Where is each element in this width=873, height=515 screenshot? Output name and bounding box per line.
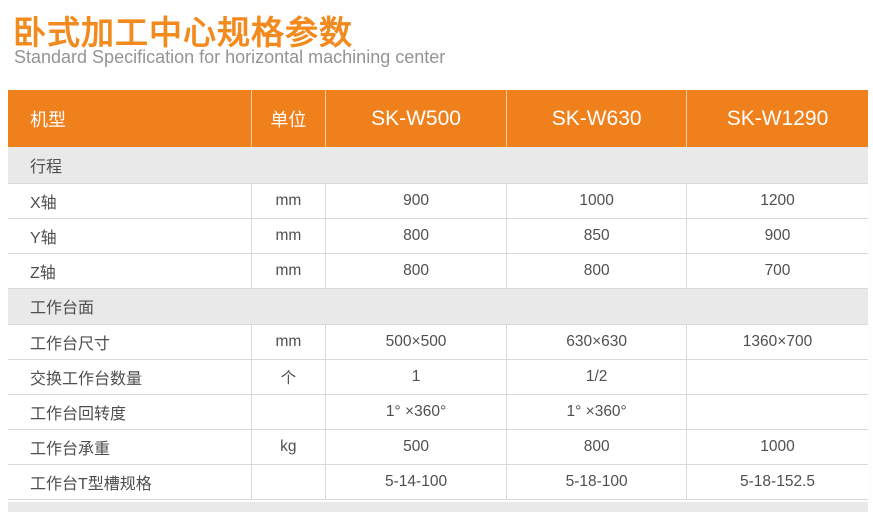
- value-cell: 1: [324, 359, 507, 394]
- page-subtitle: Standard Specification for horizontal ma…: [14, 47, 446, 67]
- page-title: 卧式加工中心规格参数: [13, 14, 353, 51]
- table-row: 工作台承重 kg 500 800 1000: [8, 429, 868, 464]
- column-header-value-3: SK-W1290: [686, 90, 868, 147]
- unit-cell: mm: [250, 183, 326, 218]
- table-header: 机型 单位 SK-W500 SK-W630 SK-W1290: [8, 90, 868, 147]
- partial-section-row: [8, 501, 868, 512]
- value-cell: 800: [506, 253, 687, 288]
- row-label: Y轴: [8, 218, 252, 253]
- unit-cell: [250, 394, 326, 429]
- table-row: 交换工作台数量个 1 1/2: [8, 359, 868, 394]
- section-row: 行程: [8, 147, 868, 183]
- row-label: 工作台T型槽规格: [8, 464, 252, 499]
- table-header-row: 机型 单位 SK-W500 SK-W630 SK-W1290: [8, 90, 868, 147]
- column-header-unit: 单位: [250, 90, 326, 147]
- table-row: 工作台回转度 1° ×360° 1° ×360°: [8, 394, 868, 429]
- value-cell: 500×500: [324, 324, 507, 359]
- value-cell: 800: [506, 429, 687, 464]
- value-cell: 850: [506, 218, 687, 253]
- value-cell: 1° ×360°: [324, 394, 507, 429]
- unit-cell: mm: [250, 218, 326, 253]
- column-header-value-1: SK-W500: [324, 90, 507, 147]
- row-label: Z轴: [8, 253, 252, 288]
- specification-table: 机型 单位 SK-W500 SK-W630 SK-W1290 行程 X轴 mm 900 1000…: [8, 90, 868, 500]
- value-cell: 5-18-100: [506, 464, 687, 499]
- value-cell: 700: [686, 253, 868, 288]
- value-cell: 5-14-100: [324, 464, 507, 499]
- value-cell: [686, 359, 868, 394]
- value-cell: 630×630: [506, 324, 687, 359]
- table-row: X轴 mm 900 1000 1200: [8, 183, 868, 218]
- spec-table: 机型 单位 SK-W500 SK-W630 SK-W1290 行程 X轴 mm 900 1000…: [8, 90, 868, 512]
- value-cell: 1200: [686, 183, 868, 218]
- value-cell: 5-18-152.5: [686, 464, 868, 499]
- row-label: 工作台回转度: [8, 394, 252, 429]
- value-cell: 500: [324, 429, 507, 464]
- value-cell: 1360×700: [686, 324, 868, 359]
- row-label: X轴: [8, 183, 252, 218]
- unit-cell: 个: [250, 359, 326, 394]
- unit-cell: mm: [250, 253, 326, 288]
- table-row: Z轴 mm 800 800 700: [8, 253, 868, 288]
- table-row: 工作台T型槽规格 5-14-100 5-18-100 5-18-152.5: [8, 464, 868, 499]
- row-label: 交换工作台数量: [8, 359, 252, 394]
- value-cell: 1° ×360°: [506, 394, 687, 429]
- table-row: Y轴 mm 800 850 900: [8, 218, 868, 253]
- section-row: 工作台面: [8, 288, 868, 324]
- table-row: 工作台尺寸 mm 500×500 630×630 1360×700: [8, 324, 868, 359]
- row-label: 工作台尺寸: [8, 324, 252, 359]
- value-cell: 1000: [686, 429, 868, 464]
- column-header-model: 机型: [8, 90, 252, 147]
- value-cell: 900: [324, 183, 507, 218]
- value-cell: 1000: [506, 183, 687, 218]
- value-cell: [686, 394, 868, 429]
- value-cell: 1/2: [506, 359, 687, 394]
- value-cell: 900: [686, 218, 868, 253]
- unit-cell: kg: [250, 429, 326, 464]
- row-label: 工作台承重: [8, 429, 252, 464]
- section-label: 工作台面: [8, 288, 868, 324]
- column-header-value-2: SK-W630: [506, 90, 687, 147]
- value-cell: 800: [324, 218, 507, 253]
- section-label: 行程: [8, 147, 868, 183]
- value-cell: 800: [324, 253, 507, 288]
- unit-cell: mm: [250, 324, 326, 359]
- unit-cell: [250, 464, 326, 499]
